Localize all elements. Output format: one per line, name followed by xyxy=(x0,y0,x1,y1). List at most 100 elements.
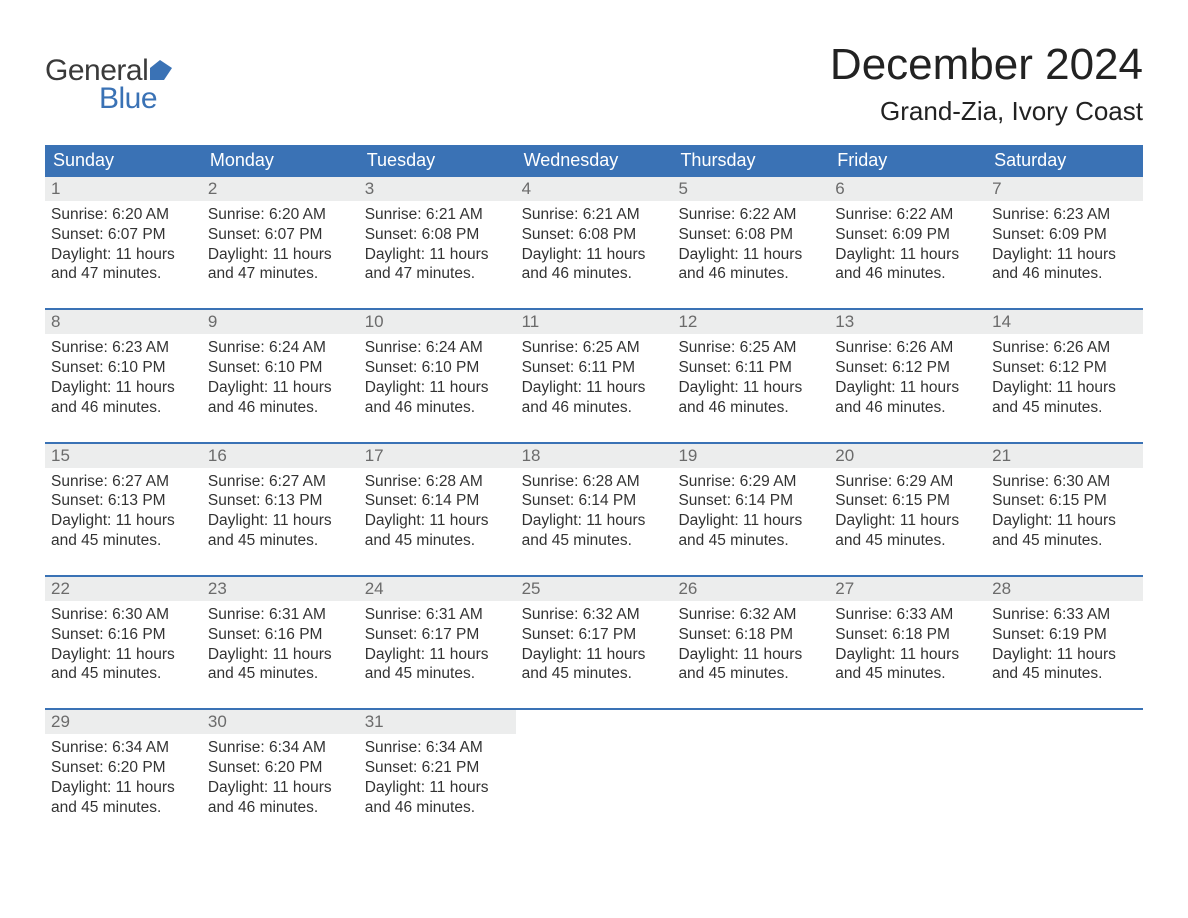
day-body: Sunrise: 6:28 AMSunset: 6:14 PMDaylight:… xyxy=(516,468,673,551)
weekday-header: Monday xyxy=(202,145,359,177)
day-body: Sunrise: 6:26 AMSunset: 6:12 PMDaylight:… xyxy=(986,334,1143,417)
sunrise-text: Sunrise: 6:31 AM xyxy=(208,605,353,625)
day-body: Sunrise: 6:27 AMSunset: 6:13 PMDaylight:… xyxy=(45,468,202,551)
calendar-grid: Sunday Monday Tuesday Wednesday Thursday… xyxy=(45,145,1143,826)
sunrise-text: Sunrise: 6:22 AM xyxy=(678,205,823,225)
dl1-text: Daylight: 11 hours xyxy=(365,511,510,531)
dl2-text: and 46 minutes. xyxy=(992,264,1137,284)
day-body: Sunrise: 6:25 AMSunset: 6:11 PMDaylight:… xyxy=(672,334,829,417)
day-cell: 26Sunrise: 6:32 AMSunset: 6:18 PMDayligh… xyxy=(672,577,829,692)
dl2-text: and 46 minutes. xyxy=(835,398,980,418)
day-body: Sunrise: 6:25 AMSunset: 6:11 PMDaylight:… xyxy=(516,334,673,417)
day-cell: 10Sunrise: 6:24 AMSunset: 6:10 PMDayligh… xyxy=(359,310,516,425)
day-body: Sunrise: 6:28 AMSunset: 6:14 PMDaylight:… xyxy=(359,468,516,551)
day-number: 7 xyxy=(986,177,1143,201)
dl1-text: Daylight: 11 hours xyxy=(208,245,353,265)
day-cell: 17Sunrise: 6:28 AMSunset: 6:14 PMDayligh… xyxy=(359,444,516,559)
day-cell: 31Sunrise: 6:34 AMSunset: 6:21 PMDayligh… xyxy=(359,710,516,825)
day-cell xyxy=(986,710,1143,825)
day-cell: 15Sunrise: 6:27 AMSunset: 6:13 PMDayligh… xyxy=(45,444,202,559)
sunrise-text: Sunrise: 6:29 AM xyxy=(678,472,823,492)
day-number: 11 xyxy=(516,310,673,334)
day-body: Sunrise: 6:32 AMSunset: 6:18 PMDaylight:… xyxy=(672,601,829,684)
dl1-text: Daylight: 11 hours xyxy=(835,645,980,665)
sunset-text: Sunset: 6:14 PM xyxy=(678,491,823,511)
day-number: 1 xyxy=(45,177,202,201)
day-cell: 7 Sunrise: 6:23 AMSunset: 6:09 PMDaylight… xyxy=(986,177,1143,292)
day-number: 2 xyxy=(202,177,359,201)
sunset-text: Sunset: 6:11 PM xyxy=(522,358,667,378)
day-number: 20 xyxy=(829,444,986,468)
day-body: Sunrise: 6:24 AMSunset: 6:10 PMDaylight:… xyxy=(359,334,516,417)
day-body: Sunrise: 6:22 AMSunset: 6:08 PMDaylight:… xyxy=(672,201,829,284)
sunset-text: Sunset: 6:10 PM xyxy=(365,358,510,378)
sunrise-text: Sunrise: 6:28 AM xyxy=(365,472,510,492)
day-body: Sunrise: 6:27 AMSunset: 6:13 PMDaylight:… xyxy=(202,468,359,551)
day-number: 21 xyxy=(986,444,1143,468)
day-number: 31 xyxy=(359,710,516,734)
dl2-text: and 46 minutes. xyxy=(522,264,667,284)
day-body: Sunrise: 6:34 AMSunset: 6:20 PMDaylight:… xyxy=(202,734,359,817)
day-number: 25 xyxy=(516,577,673,601)
dl1-text: Daylight: 11 hours xyxy=(522,245,667,265)
dl2-text: and 46 minutes. xyxy=(678,398,823,418)
day-number: 18 xyxy=(516,444,673,468)
day-cell: 25Sunrise: 6:32 AMSunset: 6:17 PMDayligh… xyxy=(516,577,673,692)
dl2-text: and 45 minutes. xyxy=(678,664,823,684)
dl2-text: and 45 minutes. xyxy=(522,531,667,551)
sunrise-text: Sunrise: 6:33 AM xyxy=(992,605,1137,625)
day-body: Sunrise: 6:21 AMSunset: 6:08 PMDaylight:… xyxy=(516,201,673,284)
sunset-text: Sunset: 6:19 PM xyxy=(992,625,1137,645)
day-cell: 16Sunrise: 6:27 AMSunset: 6:13 PMDayligh… xyxy=(202,444,359,559)
dl1-text: Daylight: 11 hours xyxy=(208,778,353,798)
day-cell: 9Sunrise: 6:24 AMSunset: 6:10 PMDaylight… xyxy=(202,310,359,425)
weekday-header: Sunday xyxy=(45,145,202,177)
day-body: Sunrise: 6:34 AMSunset: 6:21 PMDaylight:… xyxy=(359,734,516,817)
dl2-text: and 47 minutes. xyxy=(208,264,353,284)
sunrise-text: Sunrise: 6:20 AM xyxy=(208,205,353,225)
sunrise-text: Sunrise: 6:33 AM xyxy=(835,605,980,625)
day-cell: 3Sunrise: 6:21 AMSunset: 6:08 PMDaylight… xyxy=(359,177,516,292)
day-body: Sunrise: 6:33 AMSunset: 6:19 PMDaylight:… xyxy=(986,601,1143,684)
sunset-text: Sunset: 6:14 PM xyxy=(522,491,667,511)
day-body: Sunrise: 6:26 AMSunset: 6:12 PMDaylight:… xyxy=(829,334,986,417)
sunrise-text: Sunrise: 6:23 AM xyxy=(992,205,1137,225)
week-row: 22Sunrise: 6:30 AMSunset: 6:16 PMDayligh… xyxy=(45,575,1143,692)
dl1-text: Daylight: 11 hours xyxy=(992,245,1137,265)
day-number: 19 xyxy=(672,444,829,468)
dl1-text: Daylight: 11 hours xyxy=(208,511,353,531)
day-number: 3 xyxy=(359,177,516,201)
dl1-text: Daylight: 11 hours xyxy=(51,778,196,798)
day-cell: 5Sunrise: 6:22 AMSunset: 6:08 PMDaylight… xyxy=(672,177,829,292)
dl2-text: and 45 minutes. xyxy=(992,664,1137,684)
day-body: Sunrise: 6:22 AMSunset: 6:09 PMDaylight:… xyxy=(829,201,986,284)
sunset-text: Sunset: 6:17 PM xyxy=(522,625,667,645)
sunrise-text: Sunrise: 6:21 AM xyxy=(522,205,667,225)
day-cell: 29Sunrise: 6:34 AMSunset: 6:20 PMDayligh… xyxy=(45,710,202,825)
sunrise-text: Sunrise: 6:26 AM xyxy=(992,338,1137,358)
day-body: Sunrise: 6:20 AMSunset: 6:07 PMDaylight:… xyxy=(45,201,202,284)
sunrise-text: Sunrise: 6:24 AM xyxy=(208,338,353,358)
dl2-text: and 47 minutes. xyxy=(365,264,510,284)
brand-word-blue: Blue xyxy=(45,82,178,116)
page-header: General Blue December 2024 Grand-Zia, Iv… xyxy=(45,40,1143,127)
day-body: Sunrise: 6:31 AMSunset: 6:16 PMDaylight:… xyxy=(202,601,359,684)
dl1-text: Daylight: 11 hours xyxy=(835,378,980,398)
sunset-text: Sunset: 6:21 PM xyxy=(365,758,510,778)
dl1-text: Daylight: 11 hours xyxy=(365,778,510,798)
day-number xyxy=(672,710,829,714)
dl1-text: Daylight: 11 hours xyxy=(992,511,1137,531)
week-row: 29Sunrise: 6:34 AMSunset: 6:20 PMDayligh… xyxy=(45,708,1143,825)
sunrise-text: Sunrise: 6:32 AM xyxy=(522,605,667,625)
day-cell: 18Sunrise: 6:28 AMSunset: 6:14 PMDayligh… xyxy=(516,444,673,559)
day-cell xyxy=(516,710,673,825)
sunset-text: Sunset: 6:20 PM xyxy=(208,758,353,778)
sunset-text: Sunset: 6:09 PM xyxy=(992,225,1137,245)
sunset-text: Sunset: 6:18 PM xyxy=(835,625,980,645)
day-number: 29 xyxy=(45,710,202,734)
day-cell xyxy=(672,710,829,825)
sunrise-text: Sunrise: 6:30 AM xyxy=(51,605,196,625)
dl2-text: and 45 minutes. xyxy=(678,531,823,551)
sunset-text: Sunset: 6:17 PM xyxy=(365,625,510,645)
day-body: Sunrise: 6:29 AMSunset: 6:15 PMDaylight:… xyxy=(829,468,986,551)
